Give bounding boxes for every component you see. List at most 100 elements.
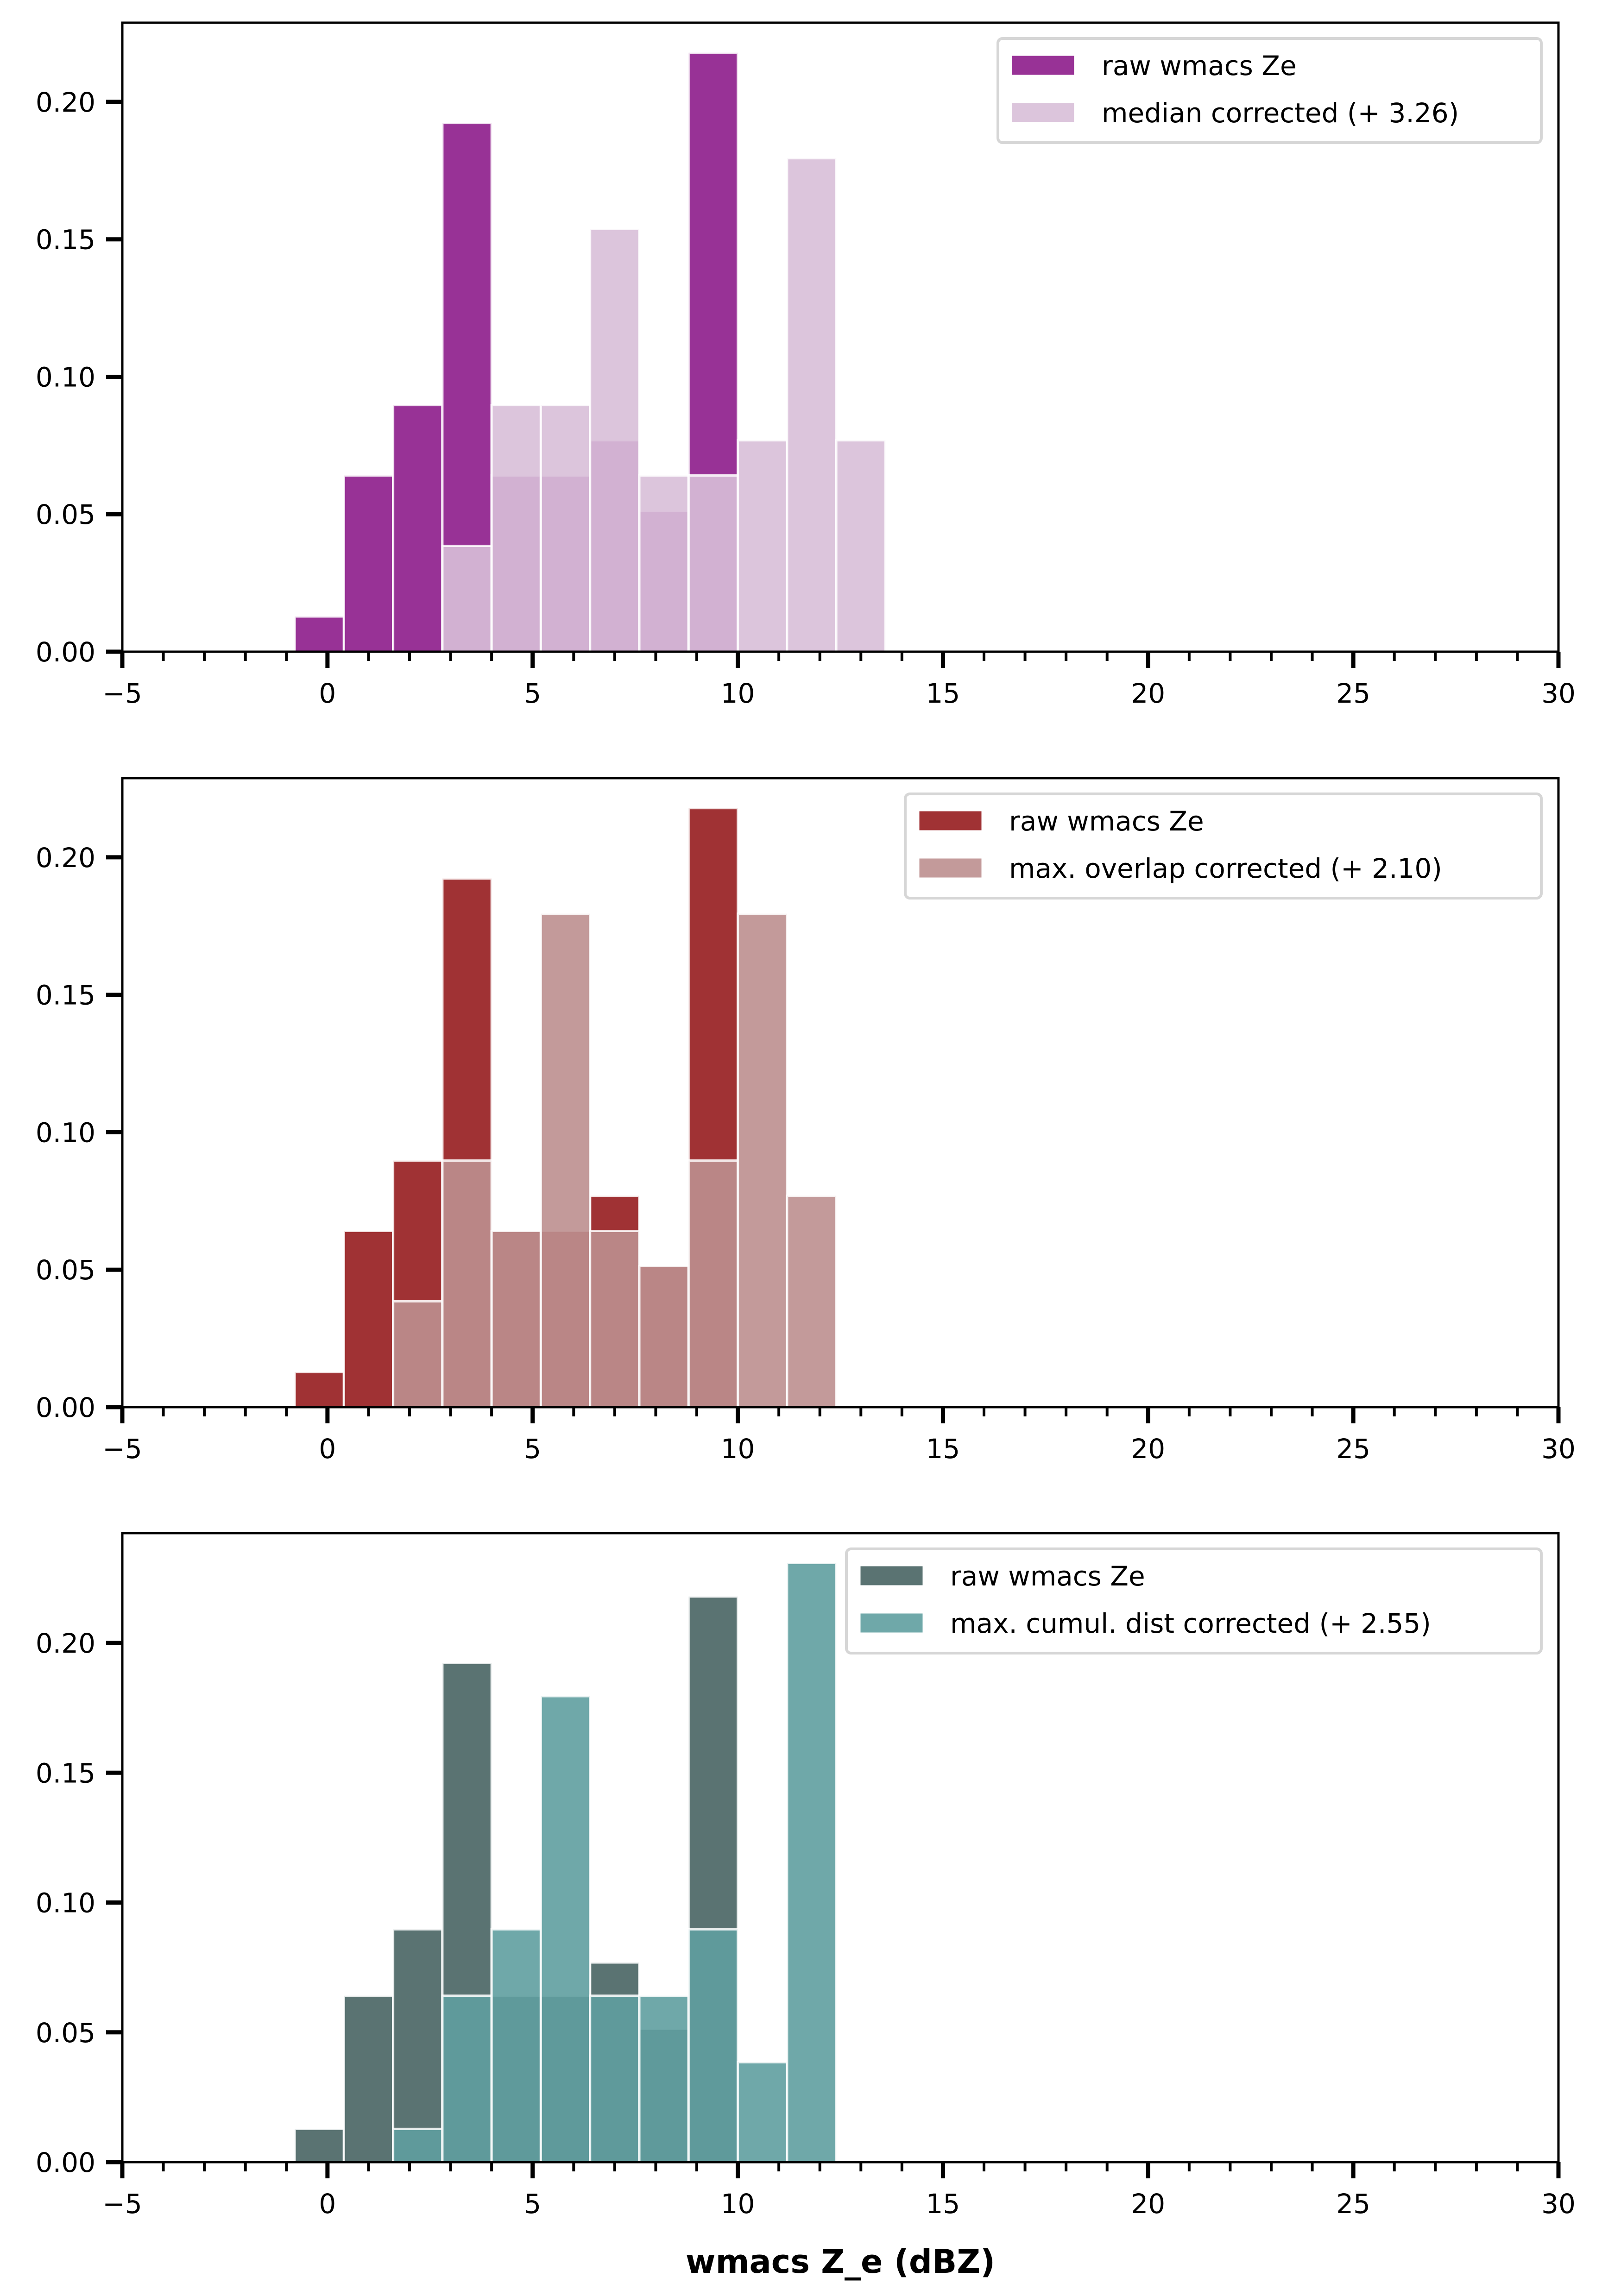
histogram-bar <box>490 404 542 653</box>
x-tick-label: −5 <box>102 1433 142 1465</box>
histogram-bar <box>737 439 788 653</box>
histogram-bar <box>342 474 395 653</box>
legend-item: raw wmacs Ze <box>918 805 1204 837</box>
y-axis: 0.00 0.05 0.10 0.15 0.20 <box>36 842 122 1423</box>
x-tick-label: 0 <box>319 2188 336 2220</box>
histogram-bar <box>589 227 641 653</box>
bars <box>293 1562 838 2164</box>
legend-label: raw wmacs Ze <box>950 1560 1145 1592</box>
x-tick-label: 10 <box>721 1433 755 1465</box>
y-tick-label: 0.00 <box>36 2147 95 2178</box>
histogram-bar <box>490 1230 542 1409</box>
legend-swatch-corrected <box>859 1612 924 1634</box>
histogram-bar <box>392 2127 444 2164</box>
legend-item: raw wmacs Ze <box>1010 50 1297 82</box>
histogram-bar <box>638 1265 690 1409</box>
x-tick-label: 25 <box>1336 2188 1370 2220</box>
axes-frame <box>121 777 1560 1409</box>
legend: raw wmacs Ze max. overlap corrected (+ 2.… <box>904 793 1543 900</box>
x-tick-label: 15 <box>926 678 960 709</box>
y-tick-label: 0.10 <box>36 1117 95 1148</box>
histogram-bar <box>786 1562 838 2164</box>
x-tick-label: −5 <box>102 2188 142 2220</box>
legend: raw wmacs Ze median corrected (+ 3.26) <box>997 37 1543 144</box>
y-tick-label: 0.15 <box>36 980 95 1011</box>
legend: raw wmacs Ze max. cumul. dist corrected (… <box>845 1547 1543 1654</box>
x-tick-label: 10 <box>721 678 755 709</box>
x-axis: −5 0 5 10 15 20 25 30 <box>102 2162 1576 2220</box>
x-tick-label: 5 <box>524 1433 541 1465</box>
bars <box>293 51 887 653</box>
series-corrected <box>441 157 887 653</box>
histogram-bar <box>687 1928 739 2164</box>
legend-swatch-raw <box>918 810 983 832</box>
x-tick-label: 20 <box>1131 1433 1165 1465</box>
y-tick-label: 0.10 <box>36 361 95 393</box>
histogram-bar <box>835 439 887 653</box>
x-tick-label: 0 <box>319 1433 336 1465</box>
x-tick-label: 5 <box>524 2188 541 2220</box>
legend-frame <box>904 793 1543 900</box>
y-tick-label: 0.15 <box>36 1757 95 1789</box>
series-corrected <box>392 912 838 1409</box>
legend-item: median corrected (+ 3.26) <box>1010 97 1459 129</box>
y-tick-label: 0.10 <box>36 1887 95 1919</box>
bars <box>293 807 838 1409</box>
legend-swatch-corrected <box>918 857 983 879</box>
y-tick-label: 0.20 <box>36 87 95 118</box>
histogram-bar <box>441 545 493 653</box>
histogram-bar <box>539 404 592 653</box>
histogram-bar <box>687 1159 739 1409</box>
legend-label: median corrected (+ 3.26) <box>1102 97 1459 129</box>
legend-frame <box>845 1547 1543 1654</box>
y-tick-label: 0.00 <box>36 636 95 668</box>
legend-label: raw wmacs Ze <box>1102 50 1297 82</box>
x-tick-label: −5 <box>102 678 142 709</box>
x-tick-label: 20 <box>1131 2188 1165 2220</box>
legend-label: raw wmacs Ze <box>1009 805 1204 837</box>
x-tick-label: 30 <box>1541 678 1576 709</box>
histogram-bar <box>293 1371 345 1409</box>
histogram-bar <box>342 1994 395 2164</box>
histogram-bar <box>392 1300 444 1409</box>
legend-item: max. overlap corrected (+ 2.10) <box>918 853 1442 884</box>
histogram-bar <box>589 1994 641 2164</box>
histogram-bar <box>293 615 345 653</box>
legend-label: max. overlap corrected (+ 2.10) <box>1009 853 1442 884</box>
y-axis: 0.00 0.05 0.10 0.15 0.20 <box>36 87 122 668</box>
histogram-panel-2: −5 0 5 10 15 20 25 30 0.00 0.05 0.10 0.15 0.20 raw wm… <box>36 777 1576 1465</box>
histogram-bar <box>490 1928 542 2164</box>
histogram-bar <box>786 1195 838 1409</box>
histogram-bar <box>687 474 739 653</box>
histogram-bar <box>392 404 444 653</box>
y-axis: 0.00 0.05 0.10 0.15 0.20 <box>36 1628 122 2178</box>
histogram-bar <box>638 1994 690 2164</box>
y-tick-label: 0.05 <box>36 499 95 530</box>
legend-label: max. cumul. dist corrected (+ 2.55) <box>950 1608 1431 1639</box>
legend-frame <box>997 37 1543 144</box>
x-tick-label: 25 <box>1336 1433 1370 1465</box>
panels: −5 0 5 10 15 20 25 30 0.00 0.05 0.10 0.15 0.20 raw wm… <box>36 21 1576 2220</box>
histogram-bar <box>441 1159 493 1409</box>
histogram-bar <box>539 912 592 1409</box>
legend-item: max. cumul. dist corrected (+ 2.55) <box>859 1608 1431 1639</box>
y-tick-label: 0.20 <box>36 1628 95 1659</box>
histogram-bar <box>539 1695 592 2164</box>
x-tick-label: 30 <box>1541 1433 1576 1465</box>
histogram-bar <box>392 1928 444 2164</box>
histogram-bar <box>589 1230 641 1409</box>
histogram-panel-1: −5 0 5 10 15 20 25 30 0.00 0.05 0.10 0.15 0.20 raw wm… <box>36 21 1576 709</box>
series-corrected <box>392 1562 838 2164</box>
histogram-panel-3: −5 0 5 10 15 20 25 30 0.00 0.05 0.10 0.15 0.20 raw wm… <box>36 1532 1576 2220</box>
histogram-bar <box>293 2127 345 2164</box>
histogram-bar <box>786 157 838 653</box>
axes-frame <box>121 21 1560 653</box>
histogram-bar <box>342 1230 395 1409</box>
y-tick-label: 0.05 <box>36 1254 95 1286</box>
x-tick-label: 20 <box>1131 678 1165 709</box>
legend-swatch-corrected <box>1010 101 1076 124</box>
x-tick-label: 5 <box>524 678 541 709</box>
x-tick-label: 25 <box>1336 678 1370 709</box>
x-tick-label: 10 <box>721 2188 755 2220</box>
